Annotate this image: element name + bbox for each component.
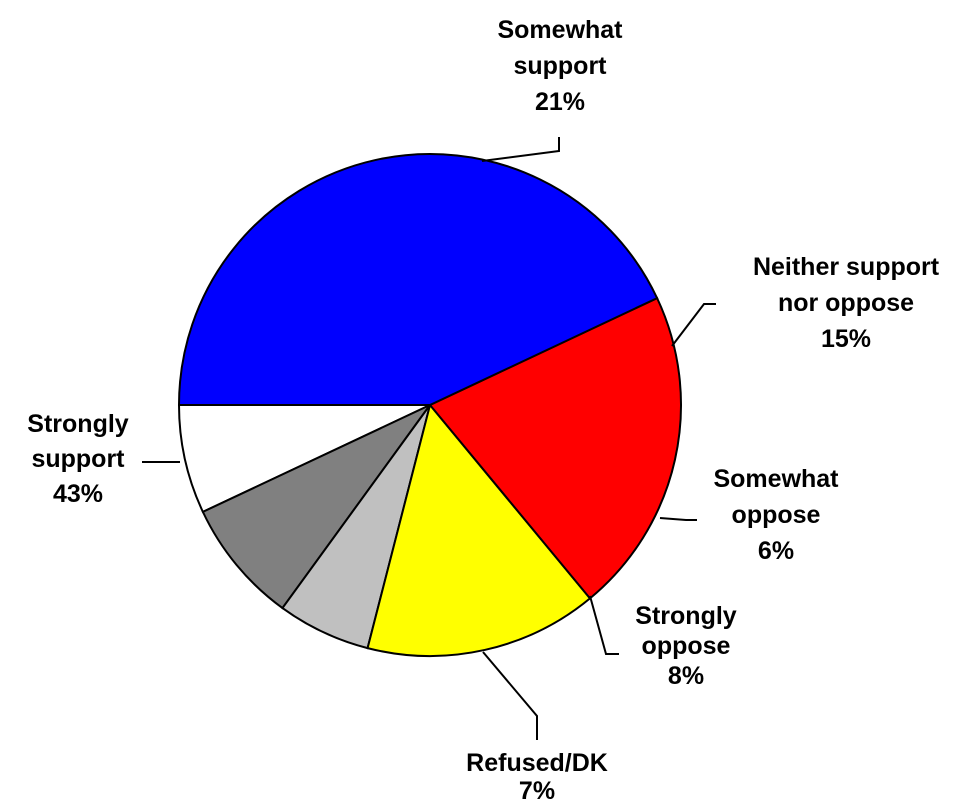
slice-name-line: support (31, 445, 125, 473)
slice-name-line: Somewhat (713, 465, 839, 493)
slice-label-strongly-support: Strongly support 43% (27, 410, 128, 508)
slice-name-line: Strongly (27, 410, 128, 438)
slice-label-somewhat-oppose: Somewhat oppose 6% (713, 465, 839, 565)
slice-name-line: nor oppose (778, 289, 914, 317)
slice-name-line: Strongly (635, 602, 736, 630)
slice-value-label: 8% (668, 662, 704, 690)
slice-name-line: Somewhat (497, 16, 623, 44)
leader-line-neither-support-nor-oppose (671, 303, 716, 347)
slice-name-line: oppose (732, 501, 821, 529)
leader-line-somewhat-oppose (659, 517, 697, 521)
slice-value-label: 15% (821, 325, 871, 353)
leader-line-refused-dk (482, 651, 538, 740)
slice-name-line: oppose (642, 632, 731, 660)
slice-label-refused-dk: Refused/DK 7% (466, 749, 608, 805)
pie-slices (177, 153, 682, 657)
leader-line-strongly-oppose (589, 595, 619, 655)
slice-label-somewhat-support: Somewhat support 21% (497, 16, 623, 116)
slice-value-label: 6% (758, 537, 794, 565)
slice-name-line: Refused/DK (466, 749, 608, 777)
slice-name-line: Neither support (753, 253, 940, 281)
slice-label-neither-support-nor-oppose: Neither support nor oppose 15% (753, 253, 940, 353)
slice-strongly-support (177, 153, 659, 406)
slice-value-label: 7% (519, 777, 555, 805)
slice-somewhat-support (428, 296, 682, 600)
slice-value-label: 21% (535, 88, 585, 116)
slice-label-strongly-oppose: Strongly oppose 8% (635, 602, 736, 690)
slice-strongly-oppose (201, 404, 431, 610)
leader-lines (142, 137, 716, 740)
leader-line-somewhat-support (481, 137, 560, 162)
slice-value-label: 43% (53, 480, 103, 508)
slice-name-line: support (513, 52, 607, 80)
slice-labels: Refused/DK 7%Strongly oppose 8%Somewhat oppo… (27, 16, 939, 805)
slice-neither-support-nor-oppose (366, 402, 592, 657)
slice-refused-dk (177, 404, 431, 514)
